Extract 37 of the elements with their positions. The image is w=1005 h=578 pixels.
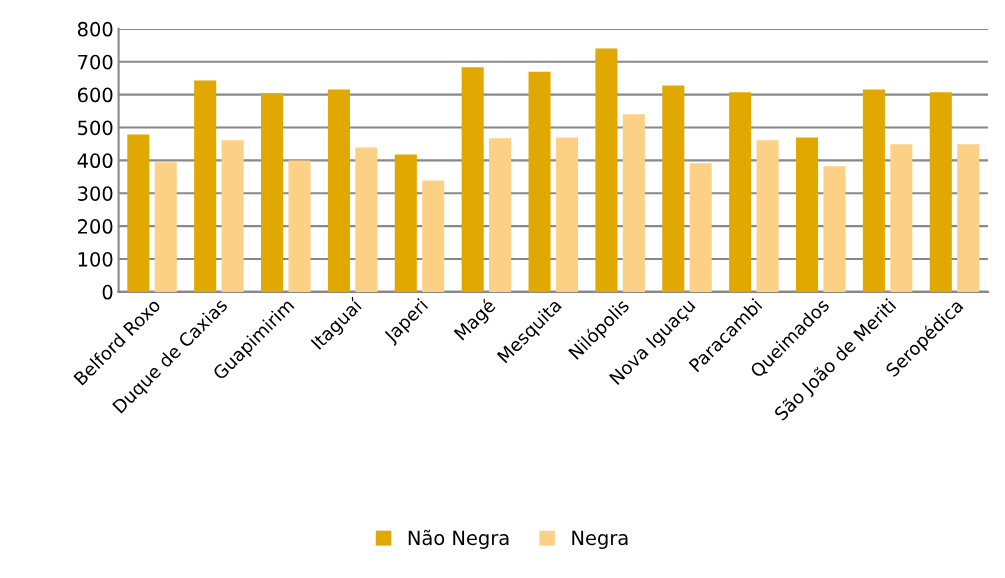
bar <box>862 89 885 292</box>
bar <box>461 67 484 292</box>
y-tick-label: 100 <box>78 251 113 267</box>
bar <box>756 140 779 292</box>
bar <box>355 147 378 292</box>
legend-label: Negra <box>572 530 628 549</box>
legend-label: Não Negra <box>408 529 509 549</box>
bar <box>823 166 846 292</box>
y-tick-label: 800 <box>77 21 113 37</box>
bar <box>394 154 417 292</box>
bar <box>528 71 551 292</box>
bar <box>194 80 217 292</box>
bar <box>422 180 445 292</box>
bar <box>489 138 512 292</box>
y-tick-label: 600 <box>77 87 113 103</box>
bar <box>622 114 645 292</box>
bar <box>689 163 712 292</box>
y-tick-label: 200 <box>78 219 113 234</box>
y-tick-label: 0 <box>102 284 113 300</box>
bar <box>288 160 311 292</box>
y-tick-label: 300 <box>78 186 113 201</box>
bar <box>221 140 244 292</box>
bar <box>555 137 578 292</box>
bar <box>595 48 618 292</box>
bar <box>957 144 980 292</box>
bar <box>662 85 685 292</box>
bar <box>890 144 913 292</box>
bar <box>154 162 177 292</box>
bar <box>127 134 150 292</box>
bar <box>795 137 819 292</box>
bar <box>261 93 284 292</box>
bar <box>929 92 952 292</box>
bar <box>327 89 350 292</box>
y-tick-label: 400 <box>77 153 113 169</box>
bar <box>729 92 752 292</box>
y-tick-label: 700 <box>78 54 113 70</box>
y-tick-label: 500 <box>78 120 113 136</box>
